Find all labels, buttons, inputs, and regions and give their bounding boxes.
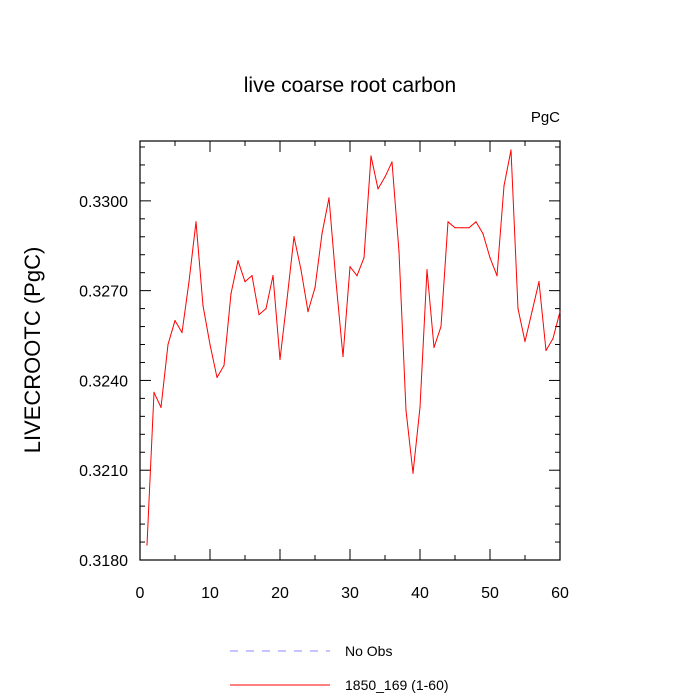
data-point [237, 260, 239, 262]
x-tick-label: 10 [201, 585, 219, 602]
data-point [195, 221, 197, 223]
data-point [489, 257, 491, 259]
data-point [412, 472, 414, 474]
units-label: PgC [531, 109, 560, 126]
data-point [153, 391, 155, 393]
data-point [258, 313, 260, 316]
data-point [433, 346, 435, 349]
data-point [510, 149, 512, 151]
data-point [181, 331, 183, 334]
data-point [286, 299, 288, 301]
data-point [230, 293, 232, 295]
data-point [398, 251, 400, 253]
x-tick-labels: 0 10 20 30 40 50 60 [136, 585, 569, 602]
legend-label-no-obs: No Obs [345, 643, 392, 659]
data-point [405, 409, 407, 411]
data-point [475, 221, 477, 223]
data-point [524, 340, 526, 343]
data-point [146, 544, 148, 546]
data-point [538, 281, 540, 283]
x-tick-label: 30 [341, 585, 359, 602]
data-point [321, 233, 323, 235]
x-tick-label: 50 [481, 585, 499, 602]
x-tick-label: 20 [271, 585, 289, 602]
data-point [314, 287, 316, 289]
data-point [342, 355, 344, 358]
data-point [377, 188, 379, 190]
data-point [328, 197, 330, 199]
data-point [363, 257, 365, 259]
y-tick-labels: 0.3180 0.3210 0.3240 0.3270 0.3300 [79, 194, 128, 570]
legend-label-1850-169: 1850_169 (1-60) [345, 677, 449, 693]
y-tick-label: 0.3210 [79, 463, 128, 480]
data-point [307, 310, 309, 313]
data-point [370, 155, 372, 157]
data-point [188, 281, 190, 283]
x-tick-label: 0 [136, 585, 145, 602]
data-point [454, 227, 456, 229]
data-point [216, 376, 218, 379]
data-point [300, 269, 302, 271]
data-point [447, 221, 449, 223]
y-axis-label: LIVECROOTC (PgC) [20, 247, 45, 454]
chart-title: live coarse root carbon [244, 74, 456, 97]
series-line [146, 149, 561, 546]
data-point [160, 406, 162, 408]
data-point [517, 308, 519, 310]
data-point [335, 281, 337, 283]
data-point [545, 349, 547, 352]
data-point [391, 161, 393, 163]
data-point [209, 343, 211, 346]
data-point [174, 319, 176, 322]
data-point [167, 343, 169, 346]
data-point [223, 364, 225, 367]
data-point [265, 308, 267, 310]
x-tick-label: 60 [551, 585, 569, 602]
data-point [468, 227, 470, 229]
data-point [356, 275, 358, 277]
data-point [531, 310, 533, 313]
y-tick-label: 0.3300 [79, 194, 128, 211]
data-point [349, 266, 351, 268]
x-tick-label: 40 [411, 585, 429, 602]
data-point [552, 337, 554, 340]
plot-frame [139, 140, 561, 561]
data-point [461, 227, 463, 229]
series-layer [146, 149, 561, 546]
data-point [559, 310, 561, 313]
data-point [440, 325, 442, 328]
y-tick-label: 0.3270 [79, 284, 128, 301]
axis-ticks [139, 141, 561, 561]
data-point [503, 185, 505, 187]
data-point [244, 281, 246, 283]
data-point [426, 269, 428, 271]
legend: No Obs 1850_169 (1-60) [230, 643, 449, 693]
data-point [293, 236, 295, 238]
data-point [482, 233, 484, 235]
data-point [279, 358, 281, 361]
y-tick-label: 0.3240 [79, 373, 128, 390]
data-point [272, 275, 274, 277]
data-point [496, 275, 498, 277]
data-point [384, 176, 386, 178]
data-point [419, 406, 421, 408]
data-point [202, 305, 204, 307]
y-tick-label: 0.3180 [79, 553, 128, 570]
data-point [251, 275, 253, 277]
